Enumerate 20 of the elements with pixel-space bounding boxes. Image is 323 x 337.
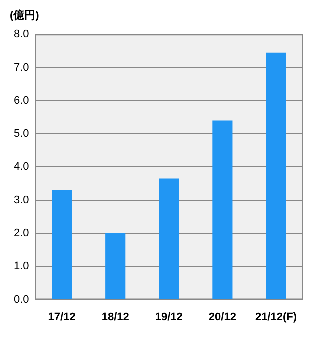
y-tick-label: 3.0 xyxy=(14,194,30,206)
x-tick-label: 17/12 xyxy=(48,311,76,324)
bar xyxy=(266,52,286,300)
y-tick-label: 0.0 xyxy=(14,294,30,306)
y-axis-title: (億円) xyxy=(10,8,40,22)
bar xyxy=(212,120,233,300)
y-tick-label: 8.0 xyxy=(14,28,30,41)
bar xyxy=(106,234,126,300)
bar xyxy=(52,190,72,300)
y-tick-label: 2.0 xyxy=(14,228,30,240)
bar xyxy=(159,178,180,300)
y-tick-label: 6.0 xyxy=(14,94,30,107)
y-tick-label: 5.0 xyxy=(14,128,30,140)
x-tick-label: 20/12 xyxy=(208,311,236,324)
x-tick-label: 19/12 xyxy=(155,311,183,324)
y-tick-label: 1.0 xyxy=(14,260,30,273)
y-tick-label: 7.0 xyxy=(14,62,30,74)
x-tick-label: 18/12 xyxy=(102,311,130,324)
y-tick-label: 4.0 xyxy=(14,161,30,174)
x-tick-label: 21/12(F) xyxy=(255,311,298,324)
